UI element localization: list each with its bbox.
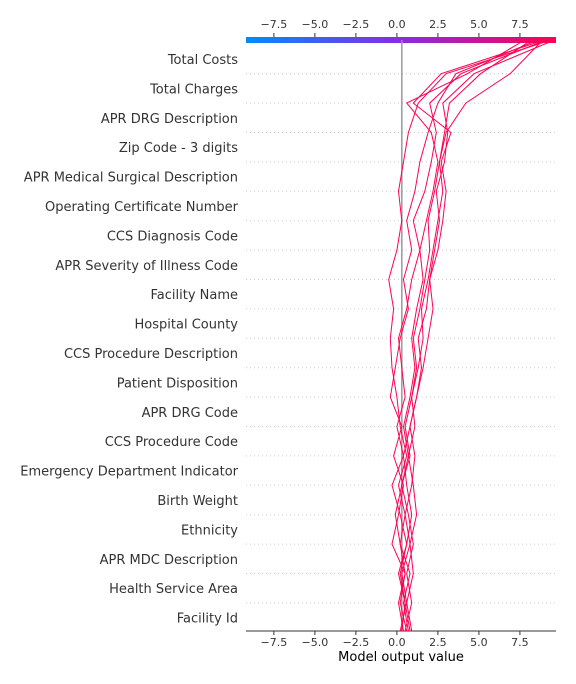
x-tick-label-bottom: 0.0 — [388, 636, 406, 649]
x-axis: −7.5 −7.5 −5.0 −5.0 −2.5 −2.5 0.0 0.0 2.5 2.5 5.0 5… — [246, 18, 556, 649]
feature-label: Ethnicity — [181, 523, 238, 538]
feature-label: Facility Name — [150, 288, 238, 303]
x-tick-label-top: 7.5 — [511, 18, 529, 31]
feature-label: Hospital County — [135, 318, 239, 333]
feature-label: CCS Procedure Code — [105, 435, 238, 450]
decision-path — [399, 39, 545, 632]
x-tick-label-bottom: 5.0 — [470, 636, 488, 649]
x-tick-label-bottom: −7.5 — [261, 636, 288, 649]
x-tick-label-top: −5.0 — [302, 18, 329, 31]
decision-path — [406, 39, 544, 632]
feature-label: Total Charges — [149, 82, 238, 97]
decision-path — [394, 39, 526, 632]
feature-label: APR Medical Surgical Description — [24, 171, 238, 186]
feature-label: Health Service Area — [109, 582, 238, 597]
feature-label: Facility Id — [177, 612, 238, 627]
feature-label: Patient Disposition — [117, 376, 238, 391]
decision-paths — [388, 39, 555, 632]
feature-label: Operating Certificate Number — [45, 200, 239, 215]
feature-label: Birth Weight — [157, 494, 238, 509]
x-tick-label-top: −7.5 — [261, 18, 288, 31]
feature-label: CCS Diagnosis Code — [107, 229, 238, 244]
feature-labels: Total Costs Total Charges APR DRG Descript… — [20, 53, 238, 627]
grid-lines — [246, 73, 556, 604]
x-tick-label-top: −2.5 — [343, 18, 370, 31]
decision-path — [401, 39, 532, 632]
colorbar — [246, 37, 556, 43]
feature-label: Emergency Department Indicator — [20, 465, 238, 480]
x-axis-title: Model output value — [338, 650, 464, 665]
feature-label: APR DRG Description — [101, 112, 238, 127]
feature-label: APR Severity of Illness Code — [55, 259, 238, 274]
x-tick-label-top: 2.5 — [429, 18, 447, 31]
x-tick-label-bottom: −5.0 — [302, 636, 329, 649]
feature-label: APR MDC Description — [100, 553, 238, 568]
decision-path — [399, 39, 555, 632]
x-tick-label-bottom: 2.5 — [429, 636, 447, 649]
feature-label: Total Costs — [167, 53, 238, 68]
x-tick-label-bottom: 7.5 — [511, 636, 529, 649]
x-tick-label-top: 0.0 — [388, 18, 406, 31]
x-tick-label-bottom: −2.5 — [343, 636, 370, 649]
decision-path — [391, 39, 547, 632]
feature-label: Zip Code - 3 digits — [119, 141, 238, 156]
decision-path — [389, 39, 539, 632]
x-tick-label-top: 5.0 — [470, 18, 488, 31]
feature-label: APR DRG Code — [142, 406, 238, 421]
feature-label: CCS Procedure Description — [64, 347, 238, 362]
